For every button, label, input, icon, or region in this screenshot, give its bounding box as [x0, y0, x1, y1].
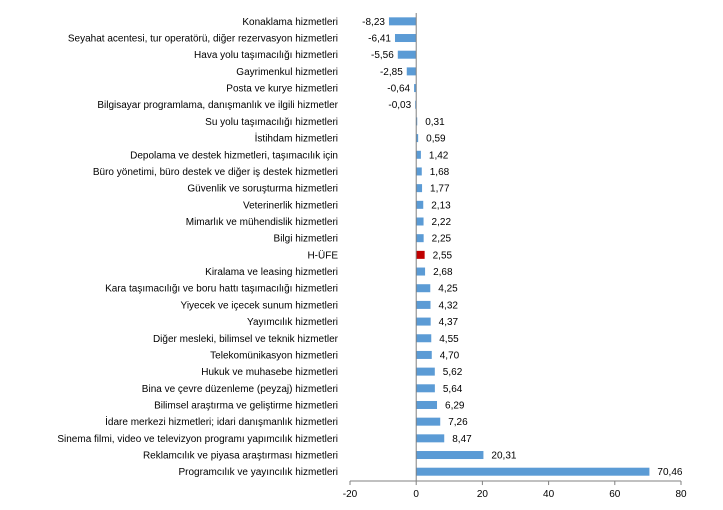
bar: [416, 150, 421, 159]
bar: [416, 350, 432, 359]
x-tick-label: 0: [413, 489, 419, 500]
x-axis: -20 0 20 40 60 80: [343, 13, 687, 500]
labels-layer: Konaklama hizmetleri -8,23 Seyahat acentes…: [57, 17, 683, 478]
x-tick-label: 60: [609, 489, 621, 500]
bar-highlight: [416, 250, 425, 259]
value-label: 1,42: [429, 150, 449, 161]
category-label: Depolama ve destek hizmetleri, taşımacıl…: [130, 150, 338, 161]
bar: [416, 451, 484, 460]
value-label: 4,70: [440, 350, 460, 361]
value-label: 70,46: [657, 467, 682, 478]
bar: [416, 167, 422, 176]
x-tick-label: 40: [543, 489, 555, 500]
category-label: Bina ve çevre düzenleme (peyzaj) hizmetl…: [142, 384, 338, 395]
value-label: 4,55: [439, 334, 459, 345]
bar: [416, 134, 419, 143]
category-label: Reklamcılık ve piyasa araştırması hizmet…: [143, 451, 338, 462]
value-label: 2,22: [432, 217, 452, 228]
bar: [394, 34, 417, 43]
value-label: 20,31: [491, 451, 516, 462]
bar: [416, 117, 418, 126]
bar: [416, 300, 431, 309]
category-label: İdare merkezi hizmetleri; idari danışman…: [105, 415, 338, 428]
category-label: Hukuk ve muhasebe hizmetleri: [201, 367, 338, 378]
bar: [416, 284, 431, 293]
category-label: Gayrimenkul hizmetleri: [236, 67, 338, 78]
category-label: Yayımcılık hizmetleri: [247, 317, 338, 328]
category-label: Güvenlik ve soruşturma hizmetleri: [187, 184, 338, 195]
value-label: 0,59: [426, 134, 446, 145]
value-label: -5,56: [371, 50, 394, 61]
bar: [397, 50, 417, 59]
bar: [416, 334, 432, 343]
category-label: Mimarlık ve mühendislik hizmetleri: [186, 217, 338, 228]
category-label: Konaklama hizmetleri: [242, 17, 338, 28]
value-label: 8,47: [452, 434, 472, 445]
bars-layer: [388, 17, 650, 476]
category-label: Su yolu taşımacılığı hizmetleri: [205, 117, 338, 128]
category-label: Posta ve kurye hizmetleri: [226, 84, 338, 95]
category-label: Diğer mesleki, bilimsel ve teknik hizmet…: [153, 334, 339, 345]
value-label: -0,03: [388, 100, 411, 111]
bar: [416, 200, 424, 209]
category-label: Bilimsel araştırma ve geliştirme hizmetl…: [154, 400, 338, 411]
x-tick-label: 80: [675, 489, 687, 500]
category-label: H-ÜFE: [307, 249, 338, 261]
value-label: 2,55: [433, 250, 453, 261]
value-label: 5,62: [443, 367, 463, 378]
value-label: 2,13: [431, 200, 451, 211]
category-label: İstihdam hizmetleri: [255, 132, 338, 145]
bar: [416, 267, 426, 276]
bar: [388, 17, 417, 26]
value-label: -2,85: [380, 67, 403, 78]
bar: [416, 317, 431, 326]
bar: [416, 384, 435, 393]
value-label: 2,68: [433, 267, 453, 278]
category-label: Programcılık ve yayıncılık hizmetleri: [179, 467, 339, 478]
value-label: 0,31: [425, 117, 445, 128]
value-label: 5,64: [443, 384, 463, 395]
bar: [416, 434, 445, 443]
value-label: 1,77: [430, 184, 450, 195]
category-label: Bilgi hizmetleri: [274, 234, 338, 245]
value-label: 1,68: [430, 167, 450, 178]
bar: [416, 184, 423, 193]
bar: [416, 417, 441, 426]
category-label: Bilgisayar programlama, danışmanlık ve i…: [97, 100, 338, 111]
bar: [416, 217, 424, 226]
category-label: Kara taşımacılığı ve boru hattı taşımacı…: [105, 284, 338, 295]
category-label: Seyahat acentesi, tur operatörü, diğer r…: [68, 34, 338, 45]
value-label: 4,37: [439, 317, 459, 328]
bar: [416, 400, 438, 409]
category-label: Sinema filmi, video ve televizyon progra…: [57, 434, 338, 445]
value-label: 4,32: [438, 300, 458, 311]
value-label: -0,64: [387, 84, 410, 95]
value-label: 2,25: [432, 234, 452, 245]
value-label: 7,26: [448, 417, 468, 428]
value-label: 6,29: [445, 400, 465, 411]
category-label: Kiralama ve leasing hizmetleri: [205, 267, 338, 278]
bar: [406, 67, 417, 76]
category-label: Hava yolu taşımacılığı hizmetleri: [194, 50, 338, 61]
bar: [416, 467, 650, 476]
category-label: Yiyecek ve içecek sunum hizmetleri: [181, 300, 338, 311]
x-tick-label: -20: [343, 489, 358, 500]
category-label: Telekomünikasyon hizmetleri: [210, 350, 338, 361]
value-label: -8,23: [362, 17, 385, 28]
value-label: 4,25: [438, 284, 458, 295]
category-label: Büro yönetimi, büro destek ve diğer iş d…: [93, 167, 338, 178]
value-label: -6,41: [368, 34, 391, 45]
bar: [416, 234, 424, 243]
bar: [414, 84, 417, 93]
x-tick-label: 20: [477, 489, 489, 500]
category-label: Veterinerlik hizmetleri: [243, 200, 338, 211]
bar: [416, 367, 435, 376]
